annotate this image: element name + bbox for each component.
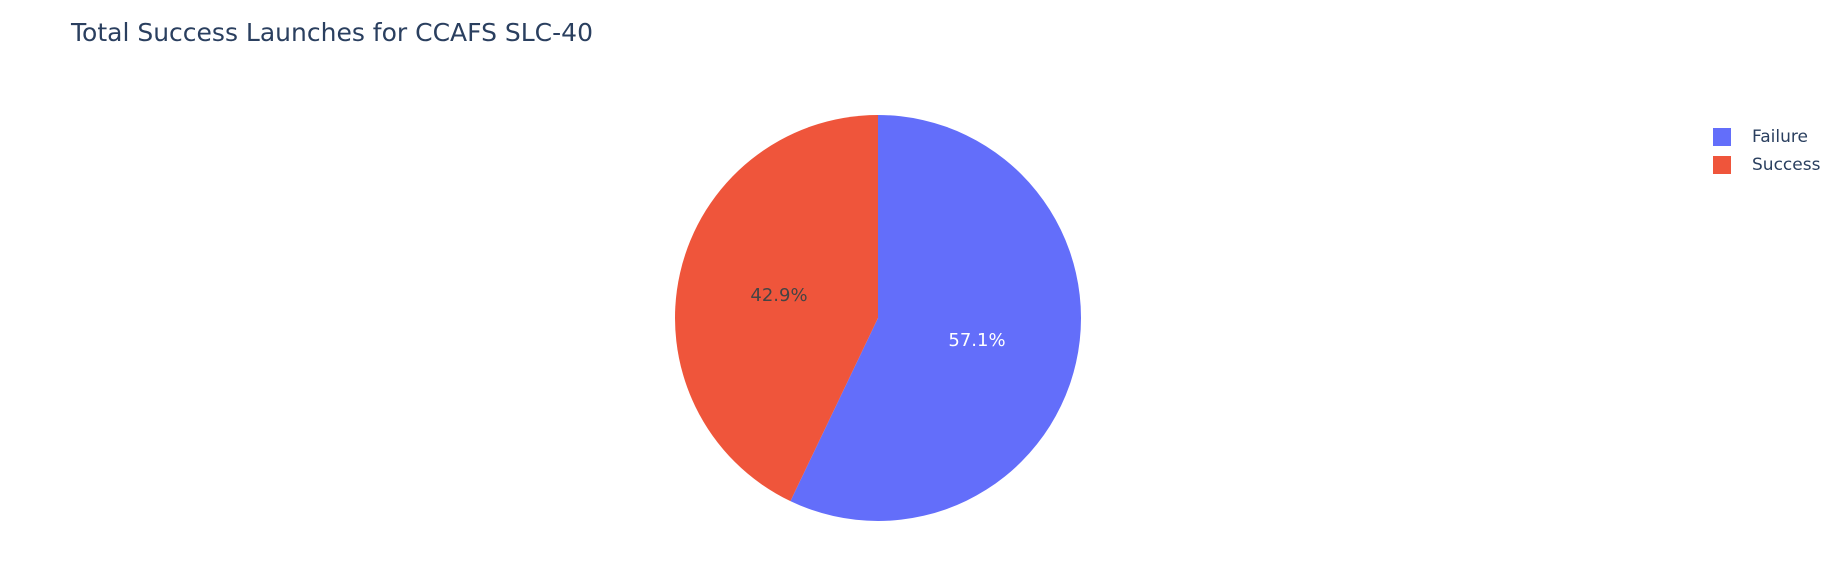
chart-title: Total Success Launches for CCAFS SLC-40 bbox=[70, 18, 593, 47]
pie-slices bbox=[675, 115, 1082, 521]
slice-label-success: 42.9% bbox=[750, 285, 807, 306]
pie-slice-success[interactable] bbox=[675, 115, 878, 502]
legend-swatch bbox=[1713, 156, 1731, 174]
legend-label: Failure bbox=[1752, 127, 1808, 147]
legend-swatch bbox=[1713, 128, 1731, 146]
legend: Failure Success bbox=[1713, 127, 1821, 175]
legend-label: Success bbox=[1752, 155, 1821, 175]
pie-slice-failure[interactable] bbox=[790, 115, 1082, 521]
slice-labels: 57.1% 42.9% bbox=[750, 285, 1005, 351]
slice-label-failure: 57.1% bbox=[948, 330, 1005, 351]
legend-item-success[interactable]: Success bbox=[1713, 155, 1821, 175]
legend-item-failure[interactable]: Failure bbox=[1713, 127, 1808, 147]
